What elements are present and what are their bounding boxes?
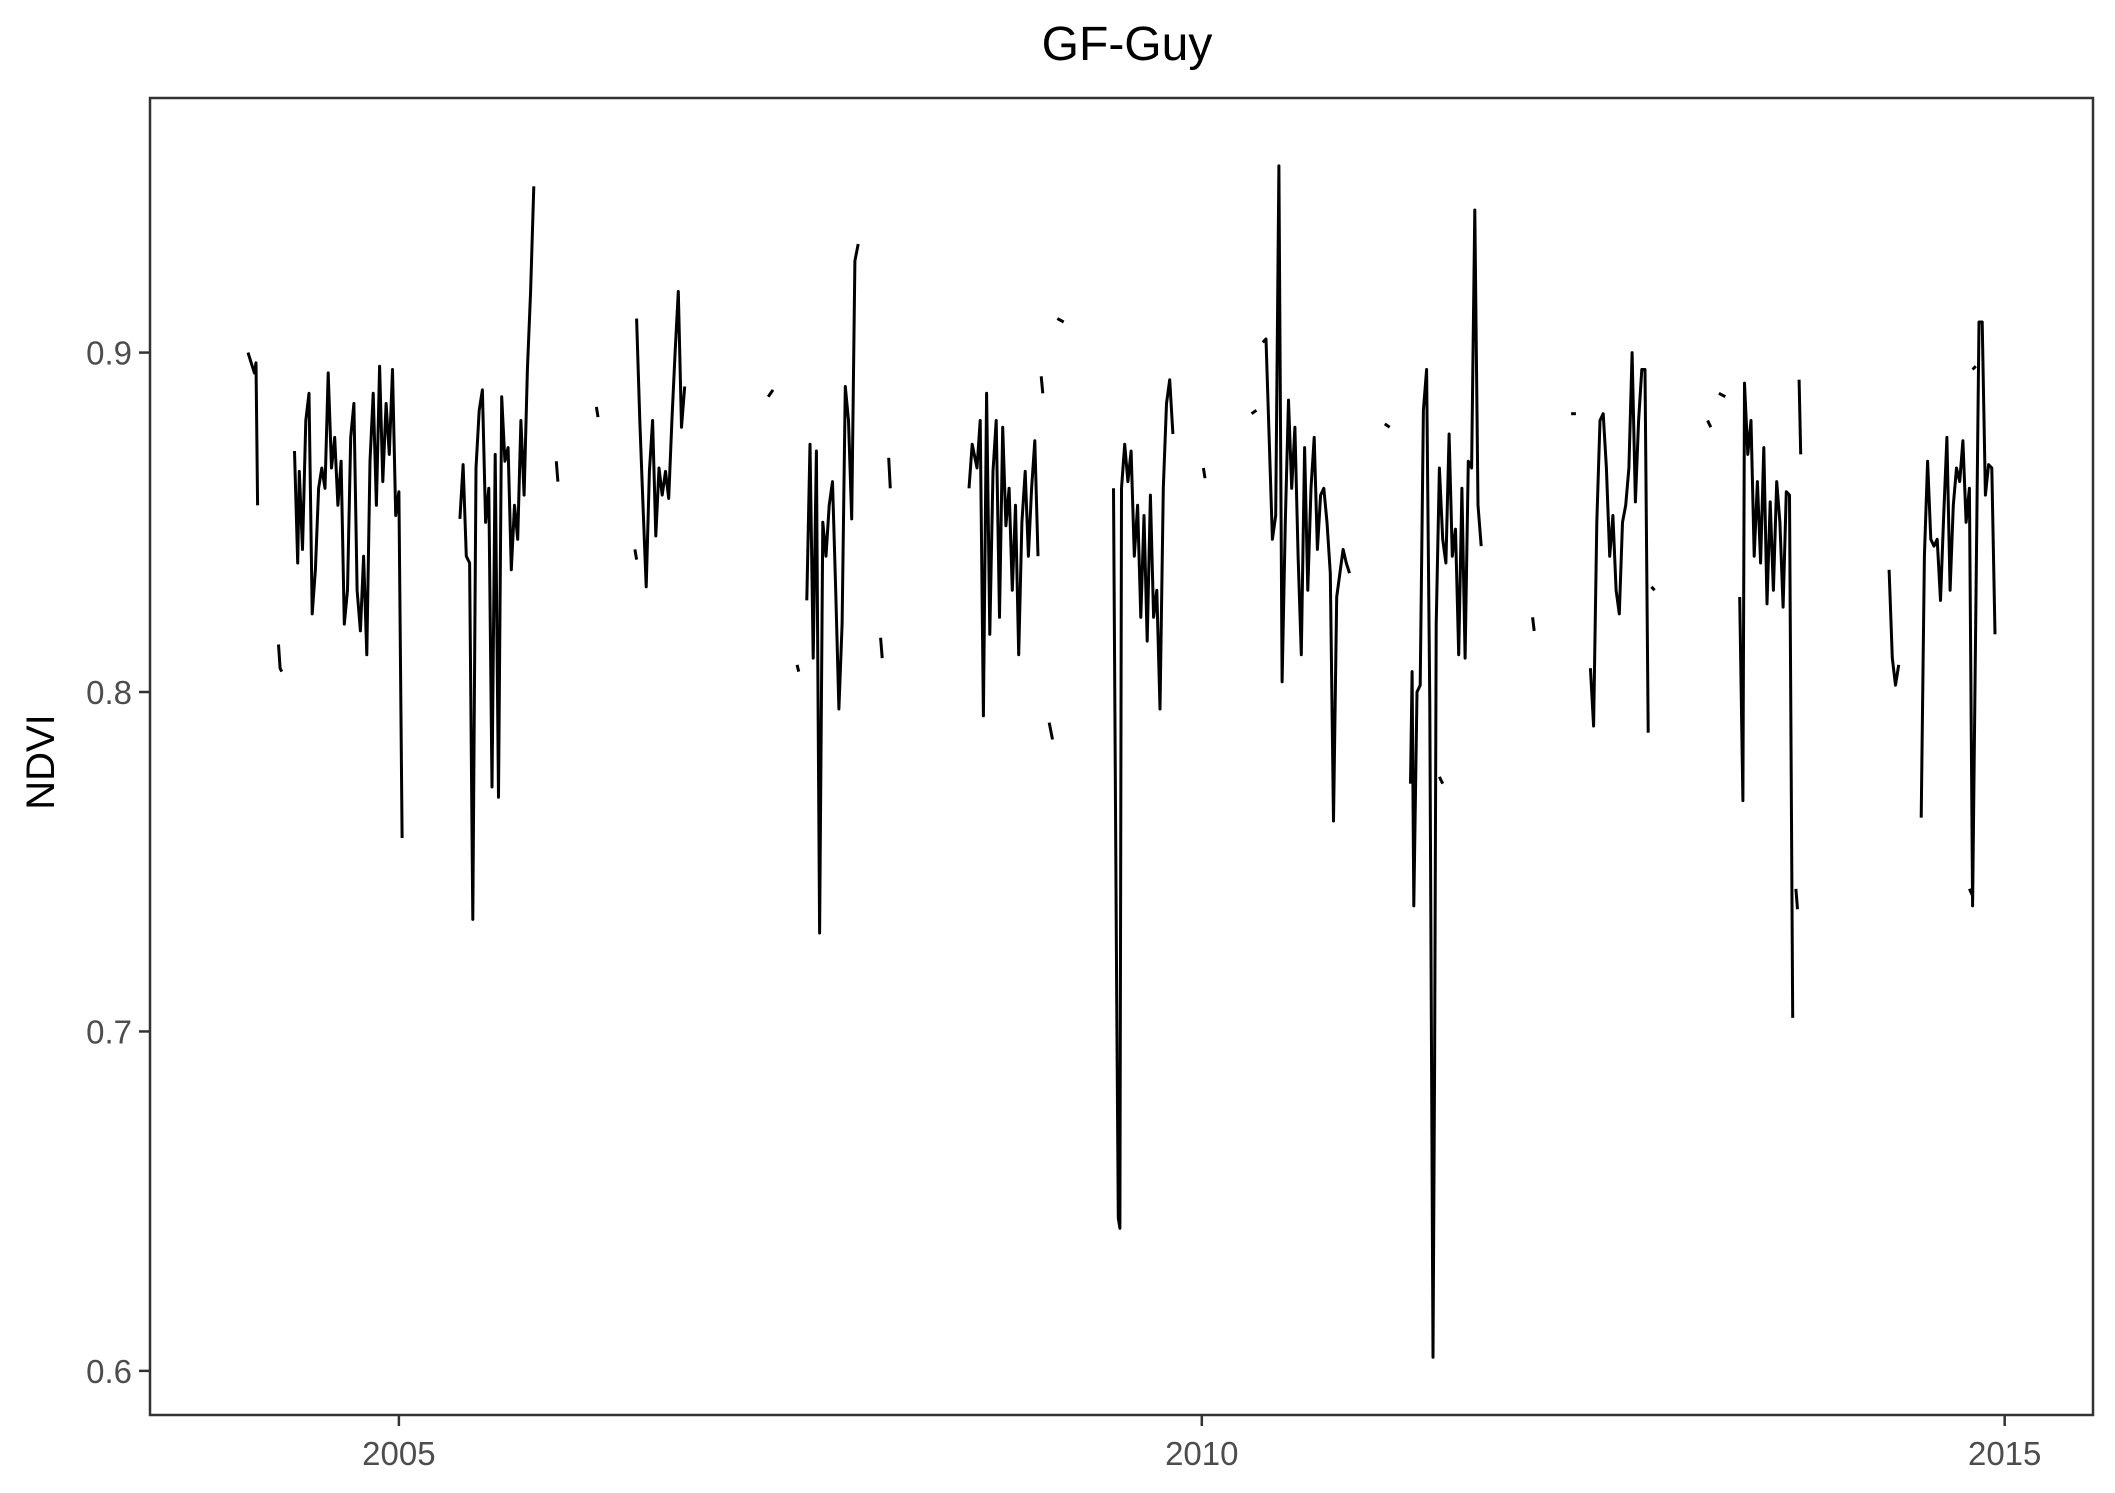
y-tick-label: 0.7 [86,1013,132,1050]
y-axis: 0.6 0.7 0.8 0.9 [86,335,150,1390]
y-tick-label: 0.9 [86,335,132,372]
series-segment [1794,888,1799,910]
series-segment [887,457,892,489]
x-tick-label: 2015 [1968,1435,2041,1472]
series-segment [1201,467,1207,479]
series-segment [879,637,884,659]
x-tick-label: 2005 [362,1435,435,1472]
series-segment [246,352,260,506]
y-tick-label: 0.8 [86,674,132,711]
series-segment [635,290,687,589]
series-segment [1261,164,1351,823]
series-segment [1438,776,1445,785]
x-axis: 2005 2010 2015 [362,1415,2041,1472]
ndvi-series [246,164,1997,1359]
series-segment [1112,378,1175,1230]
series-segment [1650,585,1656,592]
series-segment [1887,569,1901,687]
chart-title: GF-Guy [1042,18,1213,71]
series-segment [1588,351,1650,733]
series-segment [1383,422,1391,429]
x-tick-label: 2010 [1165,1435,1238,1472]
series-segment [594,406,600,418]
series-segment [795,664,801,672]
series-segment [1968,888,1974,897]
series-segment [458,186,536,921]
series-segment [1531,617,1536,632]
series-segment [1919,320,1997,908]
series-segment [1797,379,1803,455]
y-axis-label: NDVI [19,714,63,810]
series-segment [1250,409,1258,415]
series-segment [554,461,560,482]
series-segment [1971,365,1977,371]
series-segment [1047,722,1054,740]
series-segment [1056,317,1065,324]
series-segment [277,644,284,673]
series-segment [1706,419,1713,428]
series-segment [805,243,860,935]
series-segment [1039,376,1045,394]
y-tick-label: 0.6 [86,1353,132,1390]
series-segment [766,389,775,398]
series-segment [1738,381,1795,1018]
series-segment [633,549,639,560]
series-segment [293,364,404,839]
series-segment [1718,391,1727,399]
series-segment [967,391,1040,718]
series-segment [1409,208,1483,1359]
